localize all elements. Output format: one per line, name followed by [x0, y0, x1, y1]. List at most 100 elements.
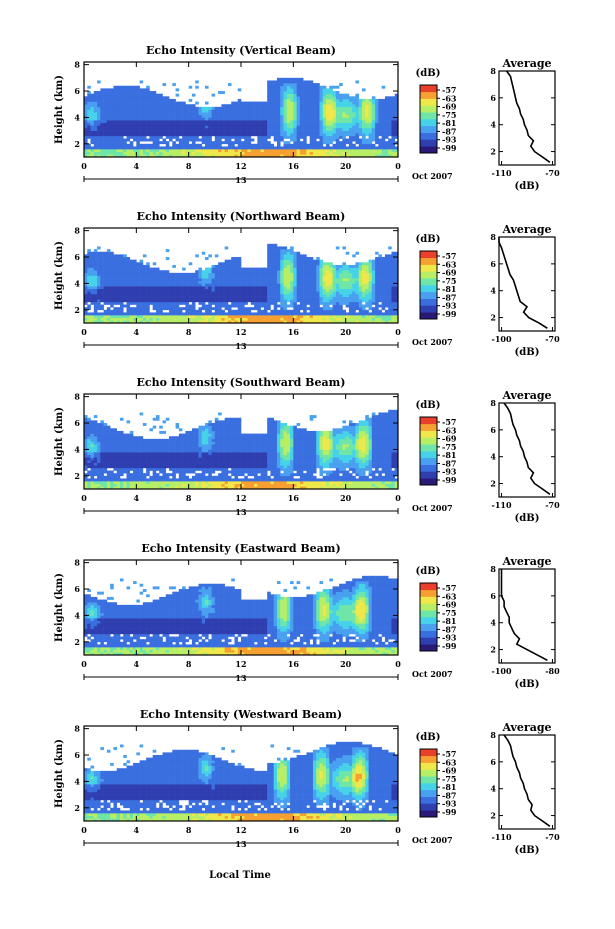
panel-1: Echo Intensity (Vertical Beam)0 4 8 12 16 20 0…: [54, 44, 560, 192]
heatmap-cell: [309, 141, 314, 145]
heatmap-cell: [329, 88, 333, 92]
heatmap-cell: [221, 286, 225, 289]
heatmap-cell: [358, 286, 363, 289]
heatmap-cell: [335, 154, 340, 157]
heatmap-cell: [142, 125, 147, 129]
heatmap-cell: [116, 457, 121, 461]
heatmap-cell: [237, 267, 242, 271]
heatmap-cell: [188, 85, 193, 89]
heatmap-cell: [106, 149, 111, 153]
heatmap-cell: [129, 275, 134, 279]
heatmap-cell: [234, 104, 239, 108]
heatmap-cell: [326, 109, 330, 113]
heatmap-cell: [103, 141, 108, 145]
heatmap-cell: [299, 91, 304, 94]
heatmap-cell: [381, 112, 386, 116]
heatmap-cell: [290, 312, 294, 316]
heatmap-cell: [100, 141, 104, 145]
heatmap-cell: [142, 283, 147, 287]
heatmap-cell: [110, 138, 114, 142]
heatmap-cell: [155, 151, 160, 155]
heatmap-cell: [250, 143, 255, 147]
heatmap-cell: [110, 478, 114, 482]
heatmap-cell: [257, 154, 261, 157]
heatmap-cell: [391, 138, 396, 142]
heatmap-cell: [133, 286, 137, 289]
heatmap-cell: [119, 465, 124, 469]
heatmap-cell: [84, 257, 88, 260]
heatmap-cell: [378, 127, 382, 131]
heatmap-cell: [231, 299, 235, 303]
heatmap-cell: [195, 317, 199, 321]
heatmap-cell: [368, 286, 373, 289]
heatmap-cell: [312, 291, 317, 295]
heatmap-cell: [188, 154, 193, 157]
heatmap-cell: [231, 114, 235, 118]
heatmap-cell: [322, 125, 327, 129]
heatmap-cell: [205, 296, 209, 300]
heatmap-cell: [306, 112, 310, 116]
heatmap-cell: [332, 272, 337, 276]
heatmap-cell: [159, 307, 163, 311]
heatmap-cell: [84, 101, 88, 105]
heatmap-cell: [270, 133, 275, 137]
heatmap-cell: [123, 293, 127, 297]
heatmap-cell: [371, 291, 376, 295]
heatmap-cell: [182, 120, 186, 123]
heatmap-cell: [126, 483, 131, 487]
heatmap-cell: [165, 249, 170, 253]
heatmap-cell: [100, 470, 104, 474]
heatmap-cell: [270, 88, 275, 92]
heatmap-cell: [391, 259, 396, 263]
heatmap-cell: [87, 288, 91, 292]
heatmap-cell: [303, 146, 307, 150]
heatmap-cell: [126, 320, 131, 323]
heatmap-cell: [312, 309, 317, 313]
heatmap-cell: [381, 133, 386, 137]
heatmap-cell: [365, 143, 369, 147]
heatmap-cell: [221, 112, 225, 116]
heatmap-cell: [293, 91, 297, 94]
heatmap-cell: [381, 259, 386, 263]
heatmap-cell: [326, 112, 330, 116]
heatmap-cell: [339, 93, 343, 97]
heatmap-cell: [250, 127, 255, 131]
heatmap-cell: [335, 122, 340, 126]
heatmap-cell: [146, 293, 150, 297]
heatmap-cell: [296, 254, 301, 258]
heatmap-cell: [339, 114, 343, 118]
heatmap-cell: [178, 143, 183, 147]
heatmap-cell: [316, 309, 320, 313]
heatmap-cell: [165, 283, 170, 287]
heatmap-cell: [319, 312, 324, 316]
heatmap-cell: [90, 275, 95, 279]
heatmap-cell: [362, 141, 366, 145]
heatmap-cell: [329, 264, 333, 268]
heatmap-cell: [227, 135, 232, 139]
heatmap-cell: [345, 125, 350, 129]
heatmap-cell: [133, 85, 137, 89]
heatmap-cell: [106, 106, 111, 110]
heatmap-cell: [260, 296, 265, 300]
heatmap-cell: [283, 122, 288, 126]
heatmap-cell: [290, 146, 294, 150]
heatmap-cell: [227, 262, 232, 266]
heatmap-cell: [348, 122, 353, 126]
heatmap-cell: [155, 309, 160, 313]
heatmap-cell: [345, 272, 350, 276]
heatmap-cell: [381, 317, 386, 321]
heatmap-cell: [391, 304, 396, 308]
heatmap-cell: [100, 101, 104, 105]
heatmap-cell: [191, 275, 196, 279]
heatmap-cell: [227, 272, 232, 276]
heatmap-cell: [139, 259, 144, 263]
average-x-label: (dB): [515, 347, 540, 358]
heatmap-cell: [241, 109, 245, 113]
heatmap-cell: [97, 286, 101, 289]
heatmap-cell: [110, 104, 114, 108]
heatmap-cell: [368, 304, 373, 308]
heatmap-cell: [394, 312, 398, 316]
heatmap-cell: [116, 444, 121, 448]
heatmap-cell: [191, 143, 196, 147]
heatmap-cell: [100, 288, 104, 292]
